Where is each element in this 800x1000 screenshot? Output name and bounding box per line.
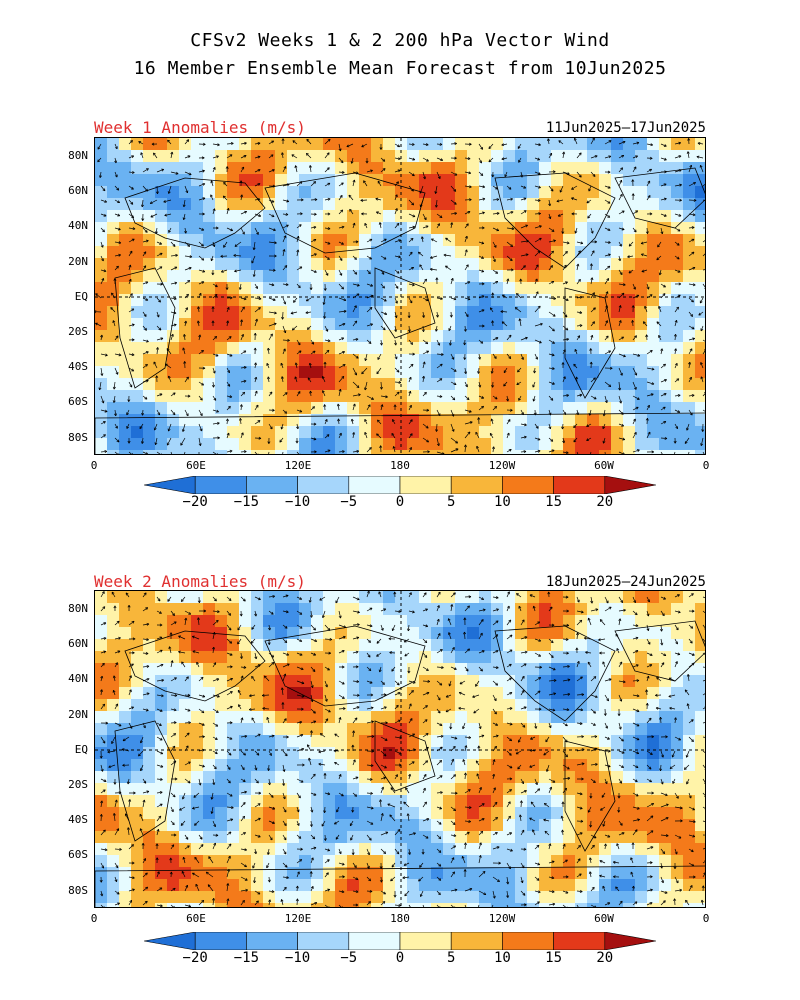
colorbar-label: −5 (340, 494, 358, 510)
lat-tick-label: EQ (74, 742, 88, 756)
lon-tick-label: 0 (702, 459, 710, 472)
lon-tick-label: 60E (186, 912, 206, 925)
colorbar-swatch (297, 931, 350, 951)
colorbar-swatch (194, 931, 247, 951)
colorbar-swatch (502, 475, 554, 495)
lon-tick-label: 120W (488, 912, 516, 925)
colorbar-label: 5 (446, 494, 456, 510)
colorbar-swatch (604, 931, 657, 951)
lon-tick-label: 60W (594, 459, 614, 472)
week1-date-range: 11Jun2025—17Jun2025 (545, 120, 706, 136)
chart-title: CFSv2 Weeks 1 & 2 200 hPa Vector Wind (190, 30, 610, 51)
colorbar-label: 15 (545, 950, 563, 966)
lon-tick-label: 180 (390, 459, 410, 472)
colorbar-swatch (604, 475, 657, 495)
week2-panel-title: Week 2 Anomalies (m/s) (94, 572, 306, 591)
colorbar-swatch (553, 475, 606, 495)
colorbar-label: −5 (340, 950, 358, 966)
colorbar-swatch (450, 931, 503, 951)
lon-tick-label: 120E (284, 912, 312, 925)
lon-tick-label: 120E (284, 459, 312, 472)
lat-tick-label: 60S (68, 395, 88, 409)
lat-tick-label: EQ (74, 289, 88, 303)
lat-tick-label: 40S (68, 360, 88, 374)
lat-tick-label: 60N (68, 184, 88, 198)
colorbar-swatch (502, 931, 554, 951)
colorbar-swatch (553, 931, 606, 951)
lon-tick-label: 120W (488, 459, 516, 472)
colorbar-swatch (450, 475, 503, 495)
colorbar-label: 10 (493, 494, 511, 510)
colorbar-label: 5 (446, 950, 456, 966)
lon-tick-label: 0 (90, 459, 98, 472)
lat-tick-label: 60S (68, 848, 88, 862)
colorbar-label: 15 (545, 494, 563, 510)
colorbar-swatch (194, 475, 247, 495)
colorbar-swatch (143, 931, 196, 951)
lat-tick-label: 60N (68, 637, 88, 651)
lat-tick-label: 40S (68, 813, 88, 827)
colorbar-label: 20 (596, 950, 614, 966)
colorbar-label: 20 (596, 494, 614, 510)
colorbar-label: 0 (395, 950, 405, 966)
week2-anomaly-map (94, 590, 706, 908)
colorbar-label: 10 (493, 950, 511, 966)
colorbar-swatch (297, 475, 350, 495)
chart-subtitle: 16 Member Ensemble Mean Forecast from 10… (133, 58, 667, 79)
colorbar-label: −15 (233, 950, 260, 966)
lon-tick-label: 60W (594, 912, 614, 925)
lat-tick-label: 80S (68, 883, 88, 897)
colorbar-label: −10 (284, 494, 311, 510)
colorbar-swatch (143, 475, 196, 495)
lat-tick-label: 40N (68, 672, 88, 686)
lat-tick-label: 80S (68, 430, 88, 444)
lon-tick-label: 60E (186, 459, 206, 472)
lon-tick-label: 180 (390, 912, 410, 925)
colorbar-swatch (348, 931, 401, 951)
lat-tick-label: 20S (68, 778, 88, 791)
lon-tick-label: 0 (702, 912, 710, 925)
colorbar-swatch (246, 475, 298, 495)
colorbar-label: −10 (284, 950, 311, 966)
colorbar-swatch (348, 475, 401, 495)
lat-tick-label: 40N (68, 219, 88, 233)
lat-tick-label: 20S (68, 325, 88, 338)
wind-anomaly-field (95, 138, 705, 454)
wind-anomaly-field (95, 591, 705, 907)
week1-panel-title: Week 1 Anomalies (m/s) (94, 118, 306, 137)
week2-date-range: 18Jun2025—24Jun2025 (545, 574, 706, 590)
week2-colorbar (143, 931, 657, 951)
colorbar-label: −20 (182, 494, 208, 510)
colorbar-label: −20 (182, 950, 208, 966)
colorbar-label: 0 (395, 494, 405, 510)
lon-tick-label: 0 (90, 912, 98, 925)
colorbar-swatch (399, 475, 452, 495)
lat-tick-label: 20N (68, 707, 88, 721)
lat-tick-label: 80N (68, 149, 88, 162)
lat-tick-label: 20N (68, 254, 88, 268)
week1-colorbar (143, 475, 657, 495)
colorbar-swatch (399, 931, 452, 951)
lat-tick-label: 80N (68, 602, 88, 615)
colorbar-label: −15 (233, 494, 260, 510)
week1-anomaly-map (94, 137, 706, 455)
colorbar-swatch (246, 931, 298, 951)
